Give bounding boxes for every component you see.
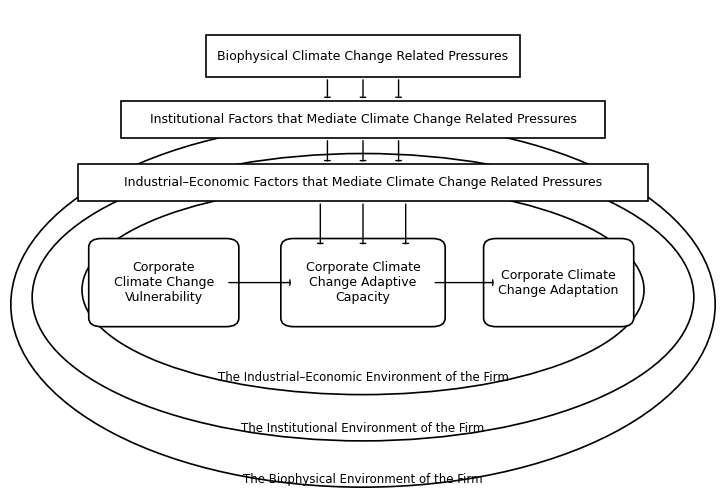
Text: Corporate Climate
Change Adaptation: Corporate Climate Change Adaptation [499, 268, 619, 297]
Text: Biophysical Climate Change Related Pressures: Biophysical Climate Change Related Press… [218, 50, 508, 63]
Text: Industrial–Economic Factors that Mediate Climate Change Related Pressures: Industrial–Economic Factors that Mediate… [124, 176, 602, 189]
FancyBboxPatch shape [281, 239, 445, 327]
Text: The Industrial–Economic Environment of the Firm: The Industrial–Economic Environment of t… [218, 371, 508, 384]
FancyBboxPatch shape [206, 35, 520, 77]
Text: Corporate
Climate Change
Vulnerability: Corporate Climate Change Vulnerability [114, 261, 214, 304]
Text: Corporate Climate
Change Adaptive
Capacity: Corporate Climate Change Adaptive Capaci… [306, 261, 420, 304]
Text: Institutional Factors that Mediate Climate Change Related Pressures: Institutional Factors that Mediate Clima… [150, 113, 576, 126]
FancyBboxPatch shape [89, 239, 239, 327]
FancyBboxPatch shape [78, 165, 648, 201]
Text: The Biophysical Environment of the Firm: The Biophysical Environment of the Firm [243, 473, 483, 487]
FancyBboxPatch shape [121, 101, 605, 138]
Text: The Institutional Environment of the Firm: The Institutional Environment of the Fir… [241, 422, 485, 435]
FancyBboxPatch shape [484, 239, 634, 327]
